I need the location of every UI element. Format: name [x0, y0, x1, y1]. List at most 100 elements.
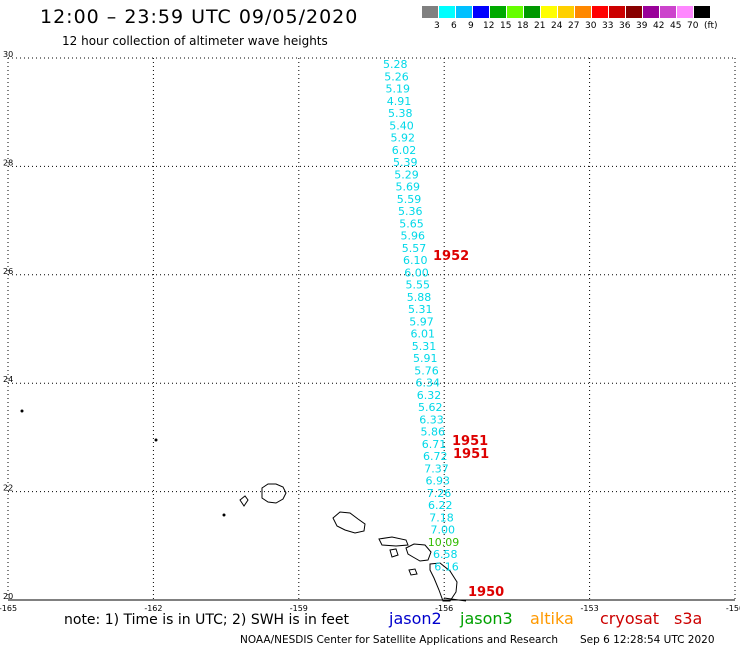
map-subtitle: 12 hour collection of altimeter wave hei…	[62, 34, 328, 48]
legend-label: 3	[434, 21, 440, 31]
longitude-label: -165	[0, 604, 17, 613]
legend-label: 15	[500, 21, 512, 31]
legend-label: 36	[619, 21, 631, 31]
swh-value: 5.65	[399, 217, 424, 230]
swh-value: 5.31	[412, 340, 437, 353]
swh-value: 5.40	[389, 119, 414, 132]
legend-label: 18	[517, 21, 529, 31]
legend-swatch	[541, 6, 558, 18]
latitude-labels: 20 22 24 26 28 30	[3, 50, 13, 601]
swh-value: 6.22	[428, 499, 453, 512]
legend-label: 30	[585, 21, 597, 31]
swh-value: 6.71	[422, 438, 447, 451]
longitude-label: -150	[726, 604, 740, 613]
swh-value: 6.93	[426, 475, 451, 488]
swh-value: 7.26	[427, 487, 452, 500]
latitude-label: 24	[3, 375, 13, 384]
swh-value: 6.33	[419, 413, 444, 426]
latitude-label: 26	[3, 267, 13, 276]
legend-swatch	[609, 6, 626, 18]
island-hawaii	[429, 562, 458, 602]
legend-label: 42	[653, 21, 665, 31]
legend-swatch	[626, 6, 643, 18]
swh-value: 10.09	[428, 536, 460, 549]
color-scale-legend	[422, 6, 711, 18]
latitude-label: 22	[3, 484, 13, 493]
storm-label: 1951	[453, 447, 489, 462]
swh-value: 6.16	[434, 560, 459, 573]
legend-label: 70	[687, 21, 699, 31]
storm-label: 1951	[452, 434, 488, 449]
footnote: note: 1) Time is in UTC; 2) SWH is in fe…	[64, 612, 350, 628]
island-maui	[405, 543, 432, 562]
altika-swh-track: 10.09	[428, 536, 460, 549]
swh-value: 5.96	[401, 230, 426, 243]
latitude-label: 30	[3, 50, 13, 59]
swh-value: 5.76	[414, 364, 439, 377]
island-kauai	[261, 483, 287, 504]
swh-value: 5.29	[394, 168, 419, 181]
storm-labels: 1952 1951 1951 1950	[433, 249, 504, 600]
legend-swatch	[422, 6, 439, 18]
swh-value: 5.36	[398, 205, 423, 218]
island-molokai	[378, 536, 409, 547]
swh-value: 5.39	[393, 156, 418, 169]
longitude-label: -153	[581, 604, 599, 613]
hawaiian-islands	[20, 409, 467, 602]
swh-value: 6.02	[392, 144, 417, 157]
legend-swatch	[490, 6, 507, 18]
island-niihau	[239, 495, 249, 507]
legend-swatch	[592, 6, 609, 18]
map-title: 12:00 – 23:59 UTC 09/05/2020	[40, 6, 359, 28]
swh-value: 4.91	[387, 95, 412, 108]
swh-value: 5.57	[402, 242, 427, 255]
swh-value: 5.31	[408, 303, 433, 316]
storm-label: 1950	[468, 585, 504, 600]
legend-swatch	[575, 6, 592, 18]
legend-label: 9	[468, 21, 474, 31]
satellite-label-jason2: jason2	[389, 609, 442, 628]
legend-swatch	[643, 6, 660, 18]
longitude-label: -156	[435, 604, 453, 613]
swh-value: 5.92	[391, 132, 416, 145]
satellite-label-s3a: s3a	[674, 609, 703, 628]
legend-swatch	[507, 6, 524, 18]
island-oahu	[332, 511, 366, 534]
legend-label: 12	[483, 21, 495, 31]
legend-label: (ft)	[704, 21, 718, 31]
legend-labels: 3 6 9 12 15 18 21 24 27 30 33 36 39 42 4…	[422, 21, 740, 33]
graticule	[7, 57, 736, 601]
legend-swatch	[473, 6, 490, 18]
island-lanai	[389, 548, 399, 558]
latitude-label: 28	[3, 158, 13, 167]
legend-swatch	[558, 6, 575, 18]
swh-value: 5.28	[383, 58, 408, 71]
swh-value: 5.59	[397, 193, 422, 206]
swh-value: 5.86	[421, 426, 446, 439]
swh-value: 5.91	[413, 352, 438, 365]
credit-line: NOAA/NESDIS Center for Satellite Applica…	[240, 634, 558, 646]
swh-value: 6.34	[416, 377, 441, 390]
swh-value: 6.32	[417, 389, 442, 402]
swh-value: 6.72	[423, 450, 448, 463]
swh-value: 5.69	[396, 181, 421, 194]
swh-value: 6.10	[403, 254, 428, 267]
storm-label: 1952	[433, 249, 469, 264]
swh-value: 5.19	[386, 83, 411, 96]
legend-label: 39	[636, 21, 648, 31]
legend-label: 6	[451, 21, 457, 31]
swh-value: 5.62	[418, 401, 443, 414]
legend-swatch	[456, 6, 473, 18]
swh-value: 5.97	[409, 315, 434, 328]
jason3-swh-track: 5.285.265.194.915.385.405.926.025.395.29…	[383, 58, 459, 573]
satellite-label-altika: altika	[530, 609, 574, 628]
swh-value: 6.01	[411, 328, 436, 341]
swh-value: 5.55	[406, 279, 431, 292]
swh-value: 7.37	[424, 462, 449, 475]
legend-swatch	[677, 6, 694, 18]
legend-label: 27	[568, 21, 580, 31]
credit-timestamp: Sep 6 12:28:54 UTC 2020	[580, 634, 715, 646]
swh-value: 6.58	[433, 548, 458, 561]
legend-swatch	[694, 6, 711, 18]
